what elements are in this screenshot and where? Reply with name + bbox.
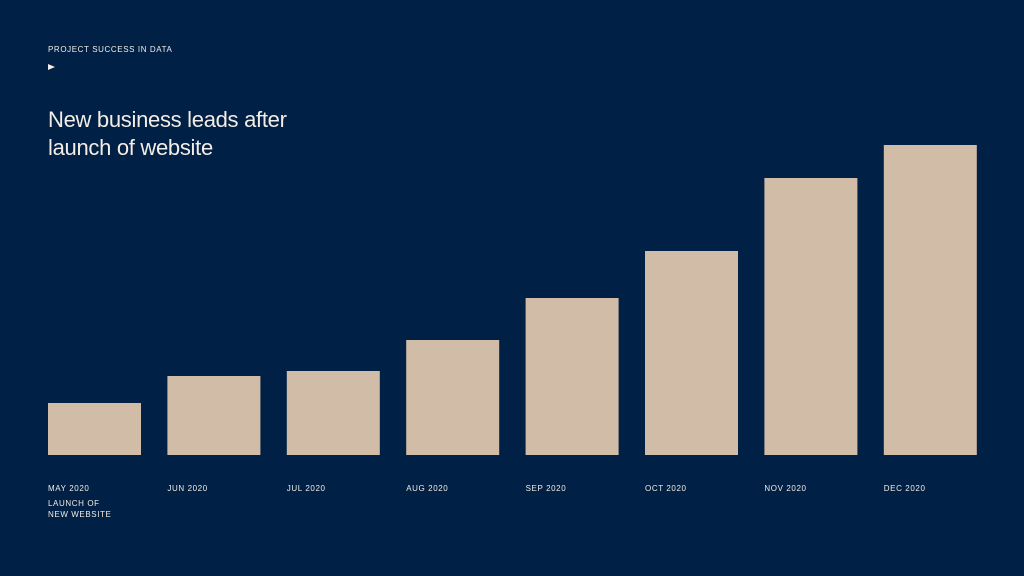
bar xyxy=(48,403,141,455)
x-tick-label: SEP 2020 xyxy=(525,484,567,493)
arrow-icon xyxy=(48,64,55,70)
bar xyxy=(764,178,858,455)
eyebrow: PROJECT SUCCESS IN DATA xyxy=(48,45,173,54)
x-tick-label: NOV 2020 xyxy=(764,484,807,493)
bar xyxy=(286,371,380,455)
bar xyxy=(167,376,261,455)
annotation: NEW WEBSITE xyxy=(48,510,112,519)
x-tick-label: OCT 2020 xyxy=(645,484,687,493)
bar xyxy=(525,298,619,455)
x-tick-label: JUL 2020 xyxy=(286,484,326,493)
bar xyxy=(883,145,977,455)
x-tick-label: AUG 2020 xyxy=(406,484,449,493)
bar xyxy=(406,340,500,455)
x-tick-label: DEC 2020 xyxy=(883,484,926,493)
annotation: LAUNCH OF xyxy=(48,499,100,508)
x-tick-label: MAY 2020 xyxy=(48,484,90,493)
chart-title: New business leads after launch of websi… xyxy=(48,107,287,160)
x-tick-label: JUN 2020 xyxy=(167,484,208,493)
bar xyxy=(645,251,738,455)
